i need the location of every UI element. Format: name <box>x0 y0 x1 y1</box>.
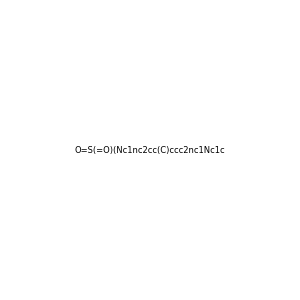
Text: O=S(=O)(Nc1nc2cc(C)ccc2nc1Nc1c: O=S(=O)(Nc1nc2cc(C)ccc2nc1Nc1c <box>75 146 225 154</box>
